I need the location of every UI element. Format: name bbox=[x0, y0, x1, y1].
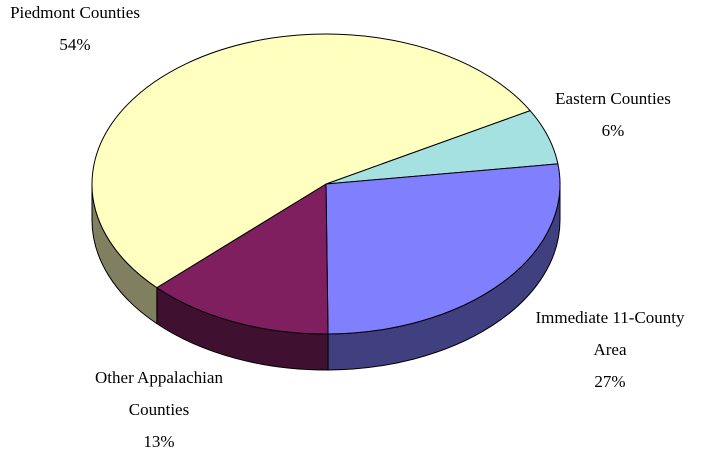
pie-tops bbox=[91, 33, 561, 335]
slice-percent-immediate-11-county-area: 27% bbox=[594, 372, 625, 391]
pie-labels: Eastern Counties 6% Immediate 11-County Are… bbox=[10, 3, 685, 449]
slice-label-other-appalachian-counties: Other Appalachian bbox=[95, 368, 223, 387]
slice-label-eastern-counties: Eastern Counties bbox=[555, 89, 671, 108]
slice-label-piedmont-counties: Piedmont Counties bbox=[10, 3, 140, 22]
pie-slice-piedmont-counties bbox=[91, 33, 531, 289]
slice-percent-eastern-counties: 6% bbox=[602, 121, 625, 140]
slice-percent-other-appalachian-counties: 13% bbox=[143, 432, 174, 449]
pie-slice-immediate-11-county-area bbox=[325, 163, 561, 335]
slice-percent-piedmont-counties: 54% bbox=[59, 35, 90, 54]
slice-label-other-appalachian-counties: Counties bbox=[129, 400, 189, 419]
slice-label-immediate-11-county-area: Immediate 11-County bbox=[535, 308, 685, 327]
pie-slice-other-appalachian-counties bbox=[156, 183, 329, 335]
slice-label-immediate-11-county-area: Area bbox=[593, 340, 626, 359]
